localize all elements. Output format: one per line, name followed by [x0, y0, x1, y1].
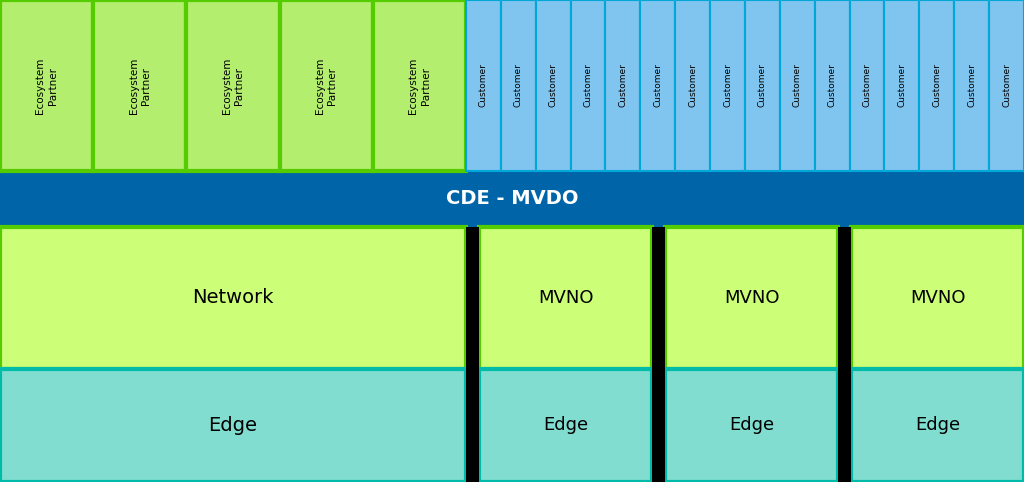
- Bar: [989, 0, 1024, 171]
- Text: Customer: Customer: [862, 64, 871, 107]
- Bar: [885, 0, 920, 171]
- Bar: [745, 0, 780, 171]
- Bar: [479, 369, 652, 482]
- Bar: [815, 0, 850, 171]
- Text: Customer: Customer: [549, 64, 558, 107]
- Text: MVNO: MVNO: [724, 289, 779, 307]
- Bar: [0, 171, 1024, 227]
- Bar: [536, 0, 570, 171]
- Bar: [710, 0, 744, 171]
- Text: MVNO: MVNO: [910, 289, 966, 307]
- Text: Edge: Edge: [915, 416, 961, 434]
- Bar: [280, 0, 373, 171]
- Text: Edge: Edge: [209, 416, 257, 435]
- Text: Customer: Customer: [827, 64, 837, 107]
- Bar: [0, 0, 1024, 171]
- Text: Network: Network: [193, 288, 273, 307]
- Bar: [780, 0, 815, 171]
- Text: Customer: Customer: [723, 64, 732, 107]
- Text: Edge: Edge: [543, 416, 588, 434]
- Bar: [501, 0, 536, 171]
- Text: Ecosystem
Partner: Ecosystem Partner: [409, 57, 430, 114]
- Bar: [850, 0, 885, 171]
- Bar: [570, 0, 605, 171]
- Text: MVNO: MVNO: [538, 289, 593, 307]
- Text: Customer: Customer: [793, 64, 802, 107]
- Text: Customer: Customer: [584, 64, 593, 107]
- Bar: [0, 0, 93, 171]
- Text: Customer: Customer: [688, 64, 697, 107]
- Text: Customer: Customer: [968, 64, 976, 107]
- Bar: [851, 227, 1024, 369]
- Bar: [666, 227, 838, 369]
- Bar: [0, 369, 466, 482]
- Text: Customer: Customer: [514, 64, 522, 107]
- Bar: [373, 0, 466, 171]
- Text: Customer: Customer: [897, 64, 906, 107]
- Text: CDE - MVDO: CDE - MVDO: [445, 189, 579, 208]
- Text: Customer: Customer: [1002, 64, 1011, 107]
- Bar: [838, 227, 851, 482]
- Bar: [851, 369, 1024, 482]
- Text: Customer: Customer: [618, 64, 628, 107]
- Text: Edge: Edge: [729, 416, 774, 434]
- Bar: [920, 0, 954, 171]
- Bar: [605, 0, 640, 171]
- Text: Ecosystem
Partner: Ecosystem Partner: [129, 57, 151, 114]
- Text: Customer: Customer: [479, 64, 487, 107]
- Bar: [0, 227, 466, 369]
- Text: Customer: Customer: [653, 64, 663, 107]
- Text: Customer: Customer: [758, 64, 767, 107]
- Bar: [675, 0, 710, 171]
- Text: Ecosystem
Partner: Ecosystem Partner: [222, 57, 244, 114]
- Bar: [186, 0, 280, 171]
- Text: Ecosystem
Partner: Ecosystem Partner: [315, 57, 337, 114]
- Bar: [466, 0, 501, 171]
- Bar: [652, 227, 666, 482]
- Bar: [666, 369, 838, 482]
- Text: Ecosystem
Partner: Ecosystem Partner: [36, 57, 57, 114]
- Bar: [479, 227, 652, 369]
- Bar: [466, 227, 479, 482]
- Bar: [640, 0, 675, 171]
- Text: Customer: Customer: [932, 64, 941, 107]
- Bar: [954, 0, 989, 171]
- Bar: [93, 0, 186, 171]
